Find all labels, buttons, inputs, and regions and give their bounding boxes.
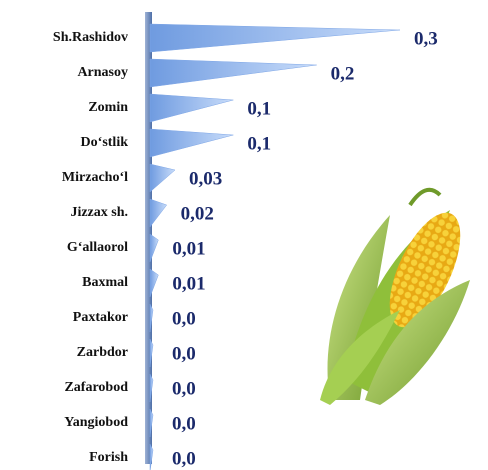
value-label: 0,3 — [414, 28, 438, 49]
bar — [149, 58, 317, 88]
value-label: 0,2 — [331, 63, 355, 84]
value-label: 0,0 — [172, 343, 196, 364]
category-label: Zarbdor — [77, 345, 128, 360]
category-label: Yangiobod — [64, 415, 128, 430]
bar — [149, 23, 401, 53]
category-label: Paxtakor — [73, 310, 128, 325]
value-label: 0,01 — [172, 273, 205, 294]
bar — [149, 163, 176, 193]
value-label: 0,0 — [172, 378, 196, 399]
category-label: Arnasoy — [77, 65, 128, 80]
bar — [149, 198, 168, 228]
corn-illustration — [320, 187, 470, 405]
value-label: 0,0 — [172, 413, 196, 434]
category-label: Sh.Rashidov — [53, 30, 128, 45]
value-label: 0,0 — [172, 448, 196, 469]
bar — [149, 338, 154, 368]
axis-bar — [145, 12, 152, 464]
category-label: G‘allaorol — [67, 240, 128, 255]
category-label: Zomin — [88, 100, 128, 115]
bar — [149, 408, 154, 438]
bar — [149, 128, 234, 158]
bar — [149, 303, 154, 333]
value-label: 0,1 — [247, 98, 271, 119]
bar — [149, 373, 154, 403]
bar — [149, 93, 234, 123]
bar — [149, 443, 154, 470]
category-label: Baxmal — [82, 275, 128, 290]
value-label: 0,01 — [172, 238, 205, 259]
value-label: 0,1 — [247, 133, 271, 154]
bar — [149, 268, 159, 298]
value-label: 0,02 — [181, 203, 214, 224]
category-label: Do‘stlik — [81, 135, 129, 150]
bar — [149, 233, 159, 263]
category-label: Forish — [89, 450, 128, 465]
category-label: Mirzacho‘l — [62, 170, 128, 185]
category-label: Jizzax sh. — [70, 205, 128, 220]
value-label: 0,0 — [172, 308, 196, 329]
category-label: Zafarobod — [64, 380, 128, 395]
value-label: 0,03 — [189, 168, 222, 189]
